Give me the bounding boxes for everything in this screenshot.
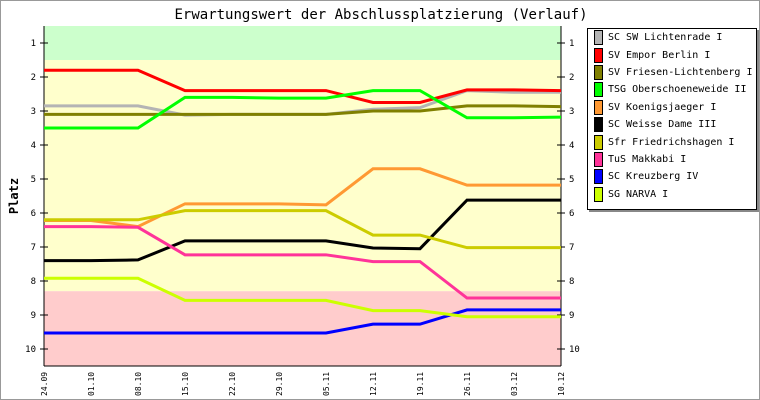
legend-swatch [594, 99, 603, 115]
y-tick-label: 7 [31, 243, 36, 253]
legend-swatch [594, 169, 603, 185]
x-tick-label: 03.12 [510, 372, 519, 396]
y-tick-label-right: 1 [569, 39, 574, 49]
y-tick-label: 3 [31, 107, 36, 117]
y-tick-label-right: 2 [569, 73, 574, 83]
y-tick-label: 4 [31, 141, 36, 151]
legend-item: SV Friesen-Lichtenberg I [594, 64, 756, 81]
legend-swatch [594, 186, 603, 202]
series-line-2 [44, 104, 562, 116]
legend-item: TuS Makkabi I [594, 151, 756, 168]
y-tick-label: 10 [25, 345, 36, 355]
series-line-6 [44, 209, 561, 250]
legend-swatch [594, 117, 603, 133]
legend-label: TuS Makkabi I [608, 153, 687, 165]
band-2 [44, 291, 561, 366]
y-tick-label-right: 9 [569, 311, 574, 321]
x-tick-label: 22.10 [228, 372, 237, 396]
x-tick-label: 12.11 [369, 372, 378, 396]
y-tick-label-right: 8 [569, 277, 574, 287]
legend-label: SV Koenigsjaeger I [608, 101, 717, 113]
y-tick-label-right: 3 [569, 107, 574, 117]
y-tick-label: 5 [31, 175, 36, 185]
y-tick-label-right: 5 [569, 175, 574, 185]
y-tick-label: 2 [31, 73, 36, 83]
legend-item: SC Weisse Dame III [594, 116, 756, 133]
x-tick-label: 01.10 [87, 372, 96, 396]
x-tick-label: 15.10 [181, 372, 190, 396]
x-tick-label: 26.11 [463, 372, 472, 396]
legend-item: SC SW Lichtenrade I [594, 29, 756, 46]
x-tick-label: 10.12 [557, 372, 566, 396]
legend-swatch [594, 151, 603, 167]
y-axis-label: Platz [7, 178, 21, 214]
x-tick-label: 19.11 [416, 372, 425, 396]
legend-label: TSG Oberschoeneweide II [608, 84, 747, 96]
band-1 [44, 60, 561, 292]
legend-item: Sfr Friedrichshagen I [594, 133, 756, 150]
chart-title: Erwartungswert der Abschlussplatzierung … [174, 7, 587, 23]
legend-swatch [594, 134, 603, 150]
legend: SC SW Lichtenrade I SV Empor Berlin I SV F… [587, 28, 757, 210]
x-tick-label: 29.10 [275, 372, 284, 396]
series-line-7 [44, 225, 561, 300]
legend-label: SC Weisse Dame III [608, 119, 717, 131]
legend-swatch [594, 64, 603, 80]
y-tick-label: 8 [31, 277, 36, 287]
legend-item: SC Kreuzberg IV [594, 168, 756, 185]
y-tick-label-right: 7 [569, 243, 574, 253]
legend-swatch [594, 30, 603, 46]
x-tick-label: 08.10 [134, 372, 143, 396]
legend-item: SV Empor Berlin I [594, 46, 756, 63]
series-line-5 [44, 198, 561, 263]
legend-label: SV Friesen-Lichtenberg I [608, 66, 753, 78]
y-tick-label: 1 [31, 39, 36, 49]
y-tick-label: 6 [31, 209, 36, 219]
legend-swatch [594, 82, 603, 98]
legend-label: SV Empor Berlin I [608, 49, 711, 61]
series-line-8 [44, 308, 561, 335]
x-tick-label: 24.09 [40, 372, 49, 396]
legend-label: SC Kreuzberg IV [608, 171, 699, 183]
legend-label: Sfr Friedrichshagen I [608, 136, 735, 148]
series-line-4 [44, 167, 561, 229]
series-line-3 [44, 89, 562, 130]
series-line-1 [44, 68, 562, 104]
legend-label: SG NARVA I [608, 188, 669, 200]
y-tick-label-right: 10 [569, 345, 580, 355]
legend-item: TSG Oberschoeneweide II [594, 81, 756, 98]
series-line-9 [44, 276, 561, 319]
band-0 [44, 26, 561, 60]
legend-item: SG NARVA I [594, 186, 756, 203]
legend-swatch [594, 47, 603, 63]
y-tick-label-right: 6 [569, 209, 574, 219]
y-tick-label: 9 [31, 311, 36, 321]
legend-label: SC SW Lichtenrade I [608, 32, 723, 44]
y-tick-label-right: 4 [569, 141, 574, 151]
x-tick-label: 05.11 [322, 372, 331, 396]
legend-item: SV Koenigsjaeger I [594, 99, 756, 116]
